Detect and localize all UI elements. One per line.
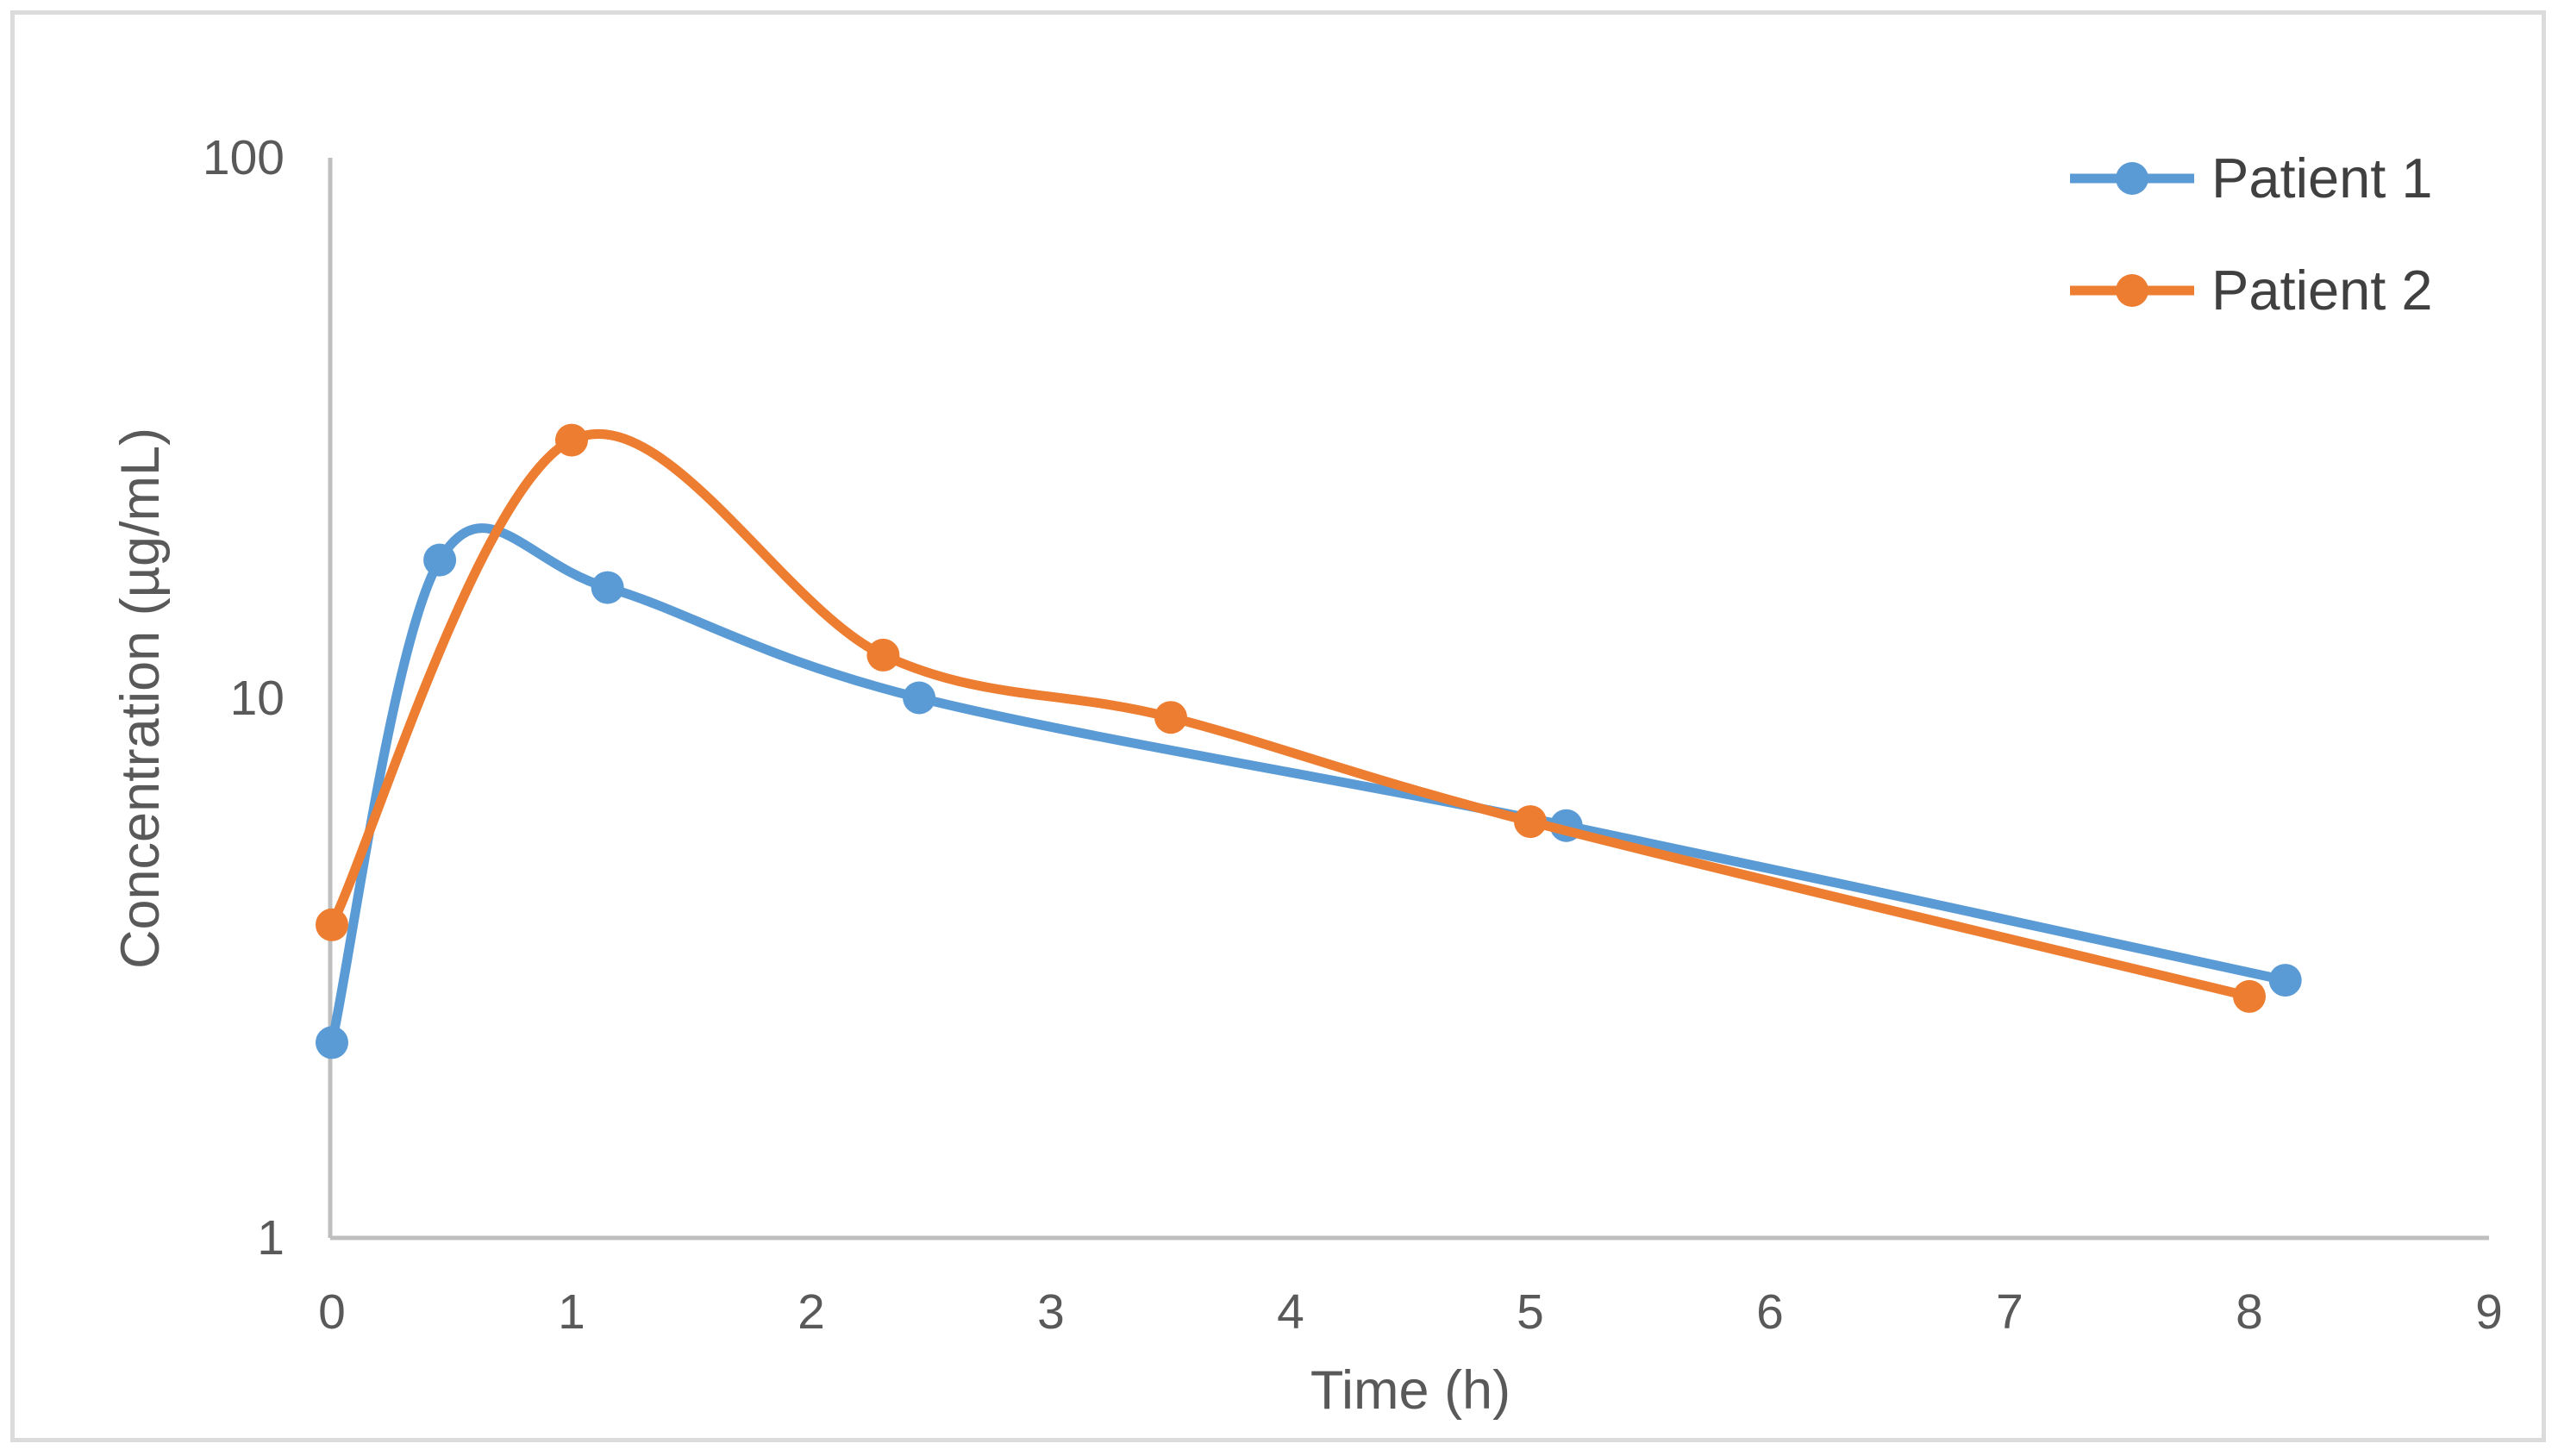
- patient-2-data-point-marker: [1154, 701, 1187, 734]
- patient-2-data-point-marker: [316, 908, 348, 941]
- legend-item-patient-1: Patient 1: [2067, 145, 2433, 212]
- patient-1-line: [327, 523, 2291, 1047]
- y-tick-label: 100: [202, 130, 285, 185]
- patient-2-line: [327, 429, 2255, 1002]
- legend-line-marker-icon: [2070, 162, 2194, 195]
- x-tick-label: 7: [1996, 1284, 2023, 1340]
- patient-1-data-point-marker: [316, 1026, 348, 1059]
- x-tick-label: 3: [1037, 1284, 1065, 1340]
- patient-1-data-point-marker: [2268, 964, 2302, 997]
- x-tick-label: 9: [2475, 1284, 2503, 1340]
- patient-2-data-point-marker: [555, 423, 588, 457]
- patient-1-data-point-marker: [903, 681, 936, 715]
- y-tick-label: 1: [257, 1210, 285, 1265]
- patient-2-data-point-marker: [866, 638, 900, 672]
- x-tick-label: 0: [318, 1284, 346, 1340]
- x-axis-title: Time (h): [1310, 1360, 1511, 1421]
- patient-1-data-point-marker: [423, 543, 457, 577]
- legend-line-marker-icon: [2070, 274, 2194, 307]
- patient-2-data-point-marker: [2233, 979, 2266, 1013]
- x-tick-label: 6: [1756, 1284, 1784, 1340]
- x-tick-label: 2: [797, 1284, 825, 1340]
- legend: Patient 1 Patient 2: [2067, 145, 2433, 324]
- patient-1-data-point-marker: [591, 571, 624, 604]
- legend-label: Patient 1: [2211, 147, 2433, 209]
- x-tick-label: 5: [1517, 1284, 1544, 1340]
- legend-item-patient-2: Patient 2: [2067, 257, 2433, 324]
- x-tick-label: 4: [1277, 1284, 1304, 1340]
- patient-2-data-point-marker: [1514, 805, 1547, 839]
- x-tick-label: 8: [2236, 1284, 2263, 1340]
- y-axis-title: Concentration (µg/mL): [110, 427, 171, 970]
- legend-label: Patient 2: [2211, 259, 2433, 322]
- x-tick-label: 1: [558, 1284, 585, 1340]
- y-tick-label: 10: [229, 670, 285, 726]
